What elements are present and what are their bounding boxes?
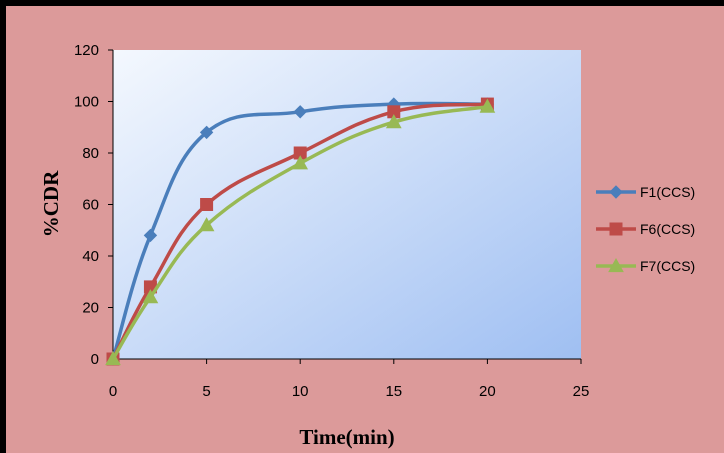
x-tick-label: 5 [202, 383, 210, 400]
data-point [200, 198, 214, 211]
x-tick-label: 0 [109, 383, 117, 400]
legend-entry: F6(CCS) [596, 221, 695, 237]
legend-marker [608, 257, 624, 273]
legend-label: F7(CCS) [640, 258, 695, 274]
data-point [479, 98, 496, 113]
y-tick-label: 20 [82, 300, 99, 317]
data-point [142, 289, 159, 304]
y-tick-label: 80 [82, 145, 99, 162]
legend-marker [609, 185, 623, 199]
legend-marker [609, 222, 623, 236]
x-tick-label: 25 [573, 383, 590, 400]
y-tick-label: 40 [82, 248, 99, 265]
y-tick-label: 60 [82, 197, 99, 214]
series-2 [105, 98, 496, 366]
plot-area [113, 50, 581, 359]
data-point [143, 228, 158, 243]
data-point [105, 350, 121, 366]
x-tick-label: 10 [292, 383, 309, 400]
data-point [198, 217, 215, 232]
legend-label: F1(CCS) [640, 184, 695, 200]
legend-label: F6(CCS) [640, 221, 695, 237]
legend-entry: F7(CCS) [596, 257, 695, 274]
legend-entry: F1(CCS) [596, 184, 695, 200]
y-tick-label: 100 [74, 94, 99, 111]
legend: F1(CCS) F6(CCS) F7(CCS) [596, 184, 695, 274]
data-point [385, 114, 402, 129]
x-axis-title: Time(min) [299, 425, 394, 449]
data-point [293, 105, 307, 119]
y-tick-label: 120 [74, 42, 99, 59]
data-point [199, 125, 214, 140]
y-tick-label: 0 [91, 351, 99, 368]
x-tick-label: 20 [479, 383, 496, 400]
data-point [292, 155, 309, 170]
series-layer [105, 97, 496, 366]
y-axis-title: %CDR [39, 170, 63, 237]
chart: 0 20 40 60 80 100 120 0 5 10 15 20 25 %CDR Time(min)… [6, 6, 724, 453]
x-tick-label: 15 [385, 383, 402, 400]
